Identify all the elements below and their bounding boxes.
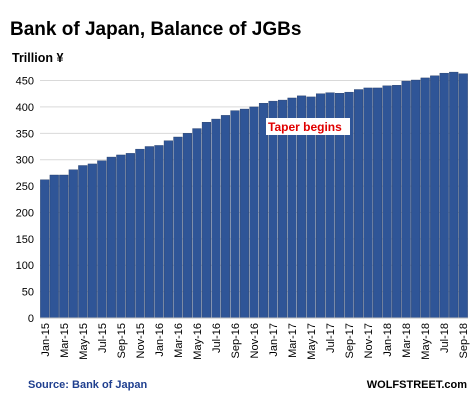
y-tick-label: 400 [16,102,34,114]
bar [182,133,192,319]
y-tick-label: 200 [16,207,34,219]
y-tick-label: 350 [16,128,34,140]
x-tick-label: Nov-17 [363,323,375,358]
bars [40,71,468,319]
bar [363,87,373,319]
bar [258,103,269,319]
annotation-box: Taper begins [266,118,350,135]
x-tick-label: Jan-17 [268,323,280,357]
bar [49,174,59,319]
bar [59,174,69,319]
bar [354,89,364,319]
bar [163,140,173,319]
x-tick-label: Jul-17 [325,323,337,353]
y-tick-label: 300 [16,155,34,167]
x-tick-label: May-16 [192,323,204,360]
bar [392,85,402,319]
bar [430,75,440,319]
bar [382,85,392,319]
bar [373,87,383,319]
y-tick-label: 450 [16,76,34,88]
bar [68,169,78,319]
brand-label: WOLFSTREET.com [367,379,467,391]
x-tick-label: Mar-18 [401,323,413,358]
bar [106,156,116,319]
bar [211,118,221,319]
annotation-background [266,118,350,135]
bar [420,77,430,319]
bar [116,154,126,319]
bar [458,73,468,319]
x-tick-label: Sep-15 [116,323,128,358]
y-tick-label: 150 [16,234,34,246]
annotation-text: Taper begins [268,120,342,134]
chart-title: Bank of Japan, Balance of JGBs [10,19,301,40]
bar [173,136,183,319]
x-tick-label: Jul-15 [97,323,109,353]
bar [439,72,449,319]
y-tick-label: 100 [16,260,34,272]
bar [220,115,231,319]
x-tick-label: Sep-17 [344,323,356,358]
bar [230,110,240,319]
y-tick-label: 50 [22,287,34,299]
bar [144,146,154,319]
y-unit-label: Trillion ¥ [12,51,63,65]
bar [97,160,107,319]
bar [154,145,164,319]
x-tick-label: Mar-17 [287,323,299,358]
x-tick-label: Sep-16 [230,323,242,358]
bar [411,79,421,319]
x-tick-label: Nov-15 [135,323,147,358]
x-tick-label: Jan-15 [40,323,52,357]
bar [449,71,459,319]
x-tick-label: Jul-16 [211,323,223,353]
bar [135,148,145,319]
x-tick-labels: Jan-15 Mar-15 May-15 Jul-15 Sep-15 Nov-15 Jan-… [40,323,470,360]
y-tick-label: 250 [16,181,34,193]
bar [239,108,250,319]
bar [87,163,97,319]
x-tick-label: May-17 [306,323,318,360]
bar [201,122,211,319]
bar [401,80,411,319]
y-tick-label: 0 [28,313,34,325]
bar [40,179,50,319]
x-tick-label: Jan-18 [382,323,394,357]
bar [78,165,88,319]
x-tick-label: May-18 [420,323,432,360]
x-tick-label: Mar-16 [173,323,185,358]
bar [125,153,135,319]
x-tick-label: Mar-15 [59,323,71,358]
source-note: Source: Bank of Japan [28,379,147,391]
x-tick-label: Jan-16 [154,323,166,357]
y-tick-labels: 0 50 100 150 200 250 300 350 400 450 [16,76,34,325]
bar [192,128,202,319]
x-tick-label: Nov-16 [249,323,261,358]
x-tick-label: Jul-18 [439,323,451,353]
x-tick-label: Sep-18 [458,323,470,358]
bar [249,106,259,319]
x-tick-label: May-15 [78,323,90,360]
